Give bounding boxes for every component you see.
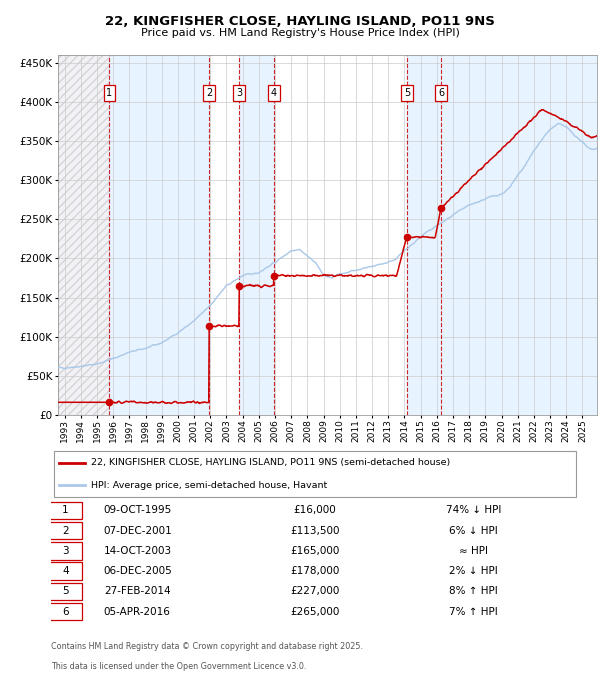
Bar (58, 55, 109, 415)
Text: £165,000: £165,000 (290, 546, 340, 556)
Text: £16,000: £16,000 (293, 505, 337, 515)
Text: 05-APR-2016: 05-APR-2016 (104, 607, 170, 617)
Text: 5: 5 (404, 88, 410, 98)
Text: 27-FEB-2014: 27-FEB-2014 (104, 586, 170, 596)
Text: 06-DEC-2005: 06-DEC-2005 (104, 566, 173, 576)
Text: 1: 1 (62, 505, 68, 515)
Bar (109, 55, 209, 415)
Text: 7% ↑ HPI: 7% ↑ HPI (449, 607, 498, 617)
Text: 5: 5 (62, 586, 68, 596)
Text: £178,000: £178,000 (290, 566, 340, 576)
Text: 3: 3 (236, 88, 242, 98)
Bar (239, 55, 274, 415)
Text: 2% ↓ HPI: 2% ↓ HPI (449, 566, 498, 576)
Text: 09-OCT-1995: 09-OCT-1995 (104, 505, 172, 515)
Text: Contains HM Land Registry data © Crown copyright and database right 2025.: Contains HM Land Registry data © Crown c… (51, 642, 363, 651)
Text: 22, KINGFISHER CLOSE, HAYLING ISLAND, PO11 9NS (semi-detached house): 22, KINGFISHER CLOSE, HAYLING ISLAND, PO… (91, 458, 450, 467)
Text: 2: 2 (206, 88, 212, 98)
Text: 3: 3 (62, 546, 68, 556)
Text: 14-OCT-2003: 14-OCT-2003 (104, 546, 172, 556)
Bar (58, 55, 109, 415)
Text: £113,500: £113,500 (290, 526, 340, 536)
Text: Price paid vs. HM Land Registry's House Price Index (HPI): Price paid vs. HM Land Registry's House … (140, 28, 460, 38)
Text: 6: 6 (62, 607, 68, 617)
Text: This data is licensed under the Open Government Licence v3.0.: This data is licensed under the Open Gov… (51, 662, 307, 671)
Text: 2: 2 (62, 526, 68, 536)
Text: £265,000: £265,000 (290, 607, 340, 617)
Text: ≈ HPI: ≈ HPI (459, 546, 488, 556)
Text: 6: 6 (438, 88, 444, 98)
Text: HPI: Average price, semi-detached house, Havant: HPI: Average price, semi-detached house,… (91, 481, 327, 490)
Text: £227,000: £227,000 (290, 586, 340, 596)
Bar (407, 55, 597, 415)
Text: 4: 4 (271, 88, 277, 98)
Text: 4: 4 (62, 566, 68, 576)
Text: 07-DEC-2001: 07-DEC-2001 (104, 526, 173, 536)
Text: 6% ↓ HPI: 6% ↓ HPI (449, 526, 498, 536)
Text: 1: 1 (106, 88, 113, 98)
Text: 8% ↑ HPI: 8% ↑ HPI (449, 586, 498, 596)
Text: 22, KINGFISHER CLOSE, HAYLING ISLAND, PO11 9NS: 22, KINGFISHER CLOSE, HAYLING ISLAND, PO… (105, 15, 495, 28)
Text: 74% ↓ HPI: 74% ↓ HPI (446, 505, 501, 515)
